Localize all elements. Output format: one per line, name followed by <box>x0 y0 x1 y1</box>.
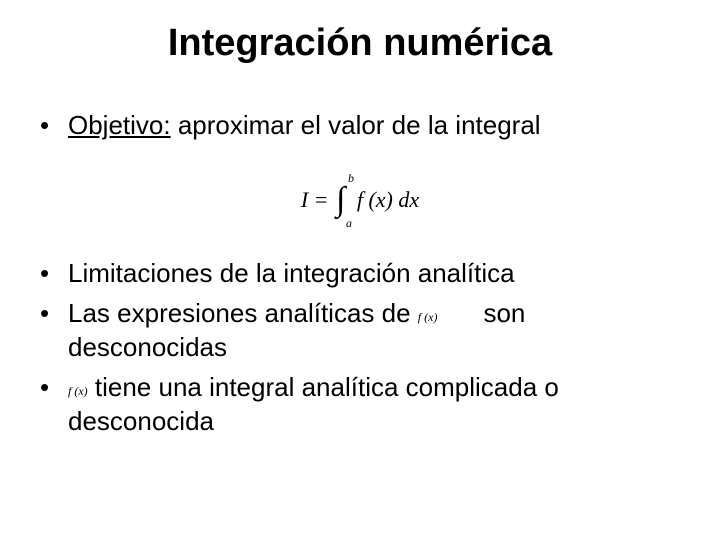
bullet-objective: • Objetivo: aproximar el valor de la int… <box>36 109 684 143</box>
fx-inline: f (x) <box>418 310 438 326</box>
slide-title: Integración numérica <box>36 22 684 65</box>
formula-container: I = b ∫ a f (x) dx <box>36 169 684 232</box>
integral-symbol-wrap: b ∫ a <box>336 183 345 218</box>
complicated-post: tiene una integral analítica complicada … <box>68 372 559 436</box>
formula-lhs: I = <box>301 186 329 215</box>
objective-label: Objetivo: <box>68 110 171 140</box>
integral-formula: I = b ∫ a f (x) dx <box>301 169 419 232</box>
bullet-text: f (x) tiene una integral analítica compl… <box>68 371 684 439</box>
bullet-mark: • <box>36 371 68 439</box>
bullet-text: Objetivo: aproximar el valor de la integ… <box>68 109 684 143</box>
fx-inline: f (x) <box>68 384 88 400</box>
bullet-mark: • <box>36 297 68 365</box>
integral-lower: a <box>346 216 352 232</box>
bullet-mark: • <box>36 109 68 143</box>
integral-symbol: ∫ <box>336 183 345 217</box>
integral-upper: b <box>348 171 354 187</box>
expr-pre: Las expresiones analíticas de <box>68 298 418 328</box>
bullet-complicated: • f (x) tiene una integral analítica com… <box>36 371 684 439</box>
slide: Integración numérica • Objetivo: aproxim… <box>0 0 720 540</box>
bullet-text: Limitaciones de la integración analítica <box>68 257 684 291</box>
bullet-mark: • <box>36 257 68 291</box>
bullet-list: • Objetivo: aproximar el valor de la int… <box>36 109 684 438</box>
formula-integrand: f (x) dx <box>357 186 419 215</box>
bullet-limitations: • Limitaciones de la integración analíti… <box>36 257 684 291</box>
objective-text: aproximar el valor de la integral <box>171 110 541 140</box>
bullet-text: Las expresiones analíticas de f (x)son d… <box>68 297 684 365</box>
bullet-expressions: • Las expresiones analíticas de f (x)son… <box>36 297 684 365</box>
